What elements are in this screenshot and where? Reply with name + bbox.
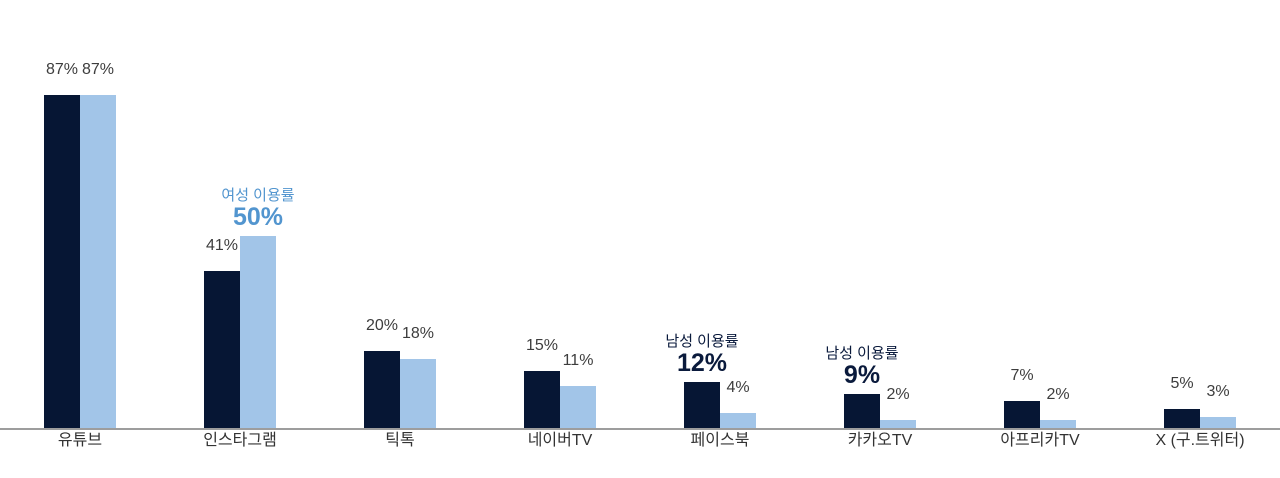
bar-female-2 xyxy=(240,236,276,428)
value-label-male-4: 15% xyxy=(525,337,559,354)
annotation-value: 12% xyxy=(676,349,728,377)
bar-female-8 xyxy=(1200,417,1236,428)
category-label-2: 인스타그램 xyxy=(203,432,277,449)
annotation-value: 9% xyxy=(843,361,881,389)
annotation-male-usage-5: 남성 이용률 12% xyxy=(665,333,739,377)
annotation-series-label: 남성 이용률 xyxy=(665,333,739,350)
bar-female-1 xyxy=(80,95,116,428)
bar-male-4 xyxy=(524,371,560,428)
value-label-female-3: 18% xyxy=(401,325,435,342)
annotation-male-usage-6: 남성 이용률 9% xyxy=(825,345,899,389)
bar-male-5 xyxy=(684,382,720,428)
bar-female-4 xyxy=(560,386,596,428)
bar-male-8 xyxy=(1164,409,1200,428)
value-label-male-2: 41% xyxy=(205,237,239,254)
category-label-4: 네이버TV xyxy=(527,432,593,449)
x-axis-line xyxy=(0,428,1280,430)
value-label-male-1: 87% xyxy=(45,61,79,78)
bar-male-7 xyxy=(1004,401,1040,428)
category-label-8: X (구.트위터) xyxy=(1155,432,1245,449)
bar-male-6 xyxy=(844,394,880,428)
bar-male-1 xyxy=(44,95,80,428)
annotation-series-label: 남성 이용률 xyxy=(825,345,899,362)
value-label-female-1: 87% xyxy=(81,61,115,78)
bar-female-7 xyxy=(1040,420,1076,428)
value-label-male-3: 20% xyxy=(365,317,399,334)
value-label-female-6: 2% xyxy=(886,386,910,403)
annotation-female-usage-2: 여성 이용률 50% xyxy=(221,187,295,231)
bar-male-2 xyxy=(204,271,240,428)
value-label-female-5: 4% xyxy=(726,379,750,396)
category-label-7: 아프리카TV xyxy=(1000,432,1080,449)
bar-female-3 xyxy=(400,359,436,428)
category-label-5: 페이스북 xyxy=(690,432,750,449)
category-label-3: 틱톡 xyxy=(385,432,415,449)
bar-female-5 xyxy=(720,413,756,428)
annotation-value: 50% xyxy=(232,203,284,231)
value-label-female-8: 3% xyxy=(1206,383,1230,400)
value-label-male-7: 7% xyxy=(1010,367,1034,384)
category-label-1: 유튜브 xyxy=(57,432,103,449)
bar-male-3 xyxy=(364,351,400,428)
value-label-male-8: 5% xyxy=(1170,375,1194,392)
annotation-series-label: 여성 이용률 xyxy=(221,187,295,204)
bar-female-6 xyxy=(880,420,916,428)
value-label-female-4: 11% xyxy=(562,352,594,369)
value-label-female-7: 2% xyxy=(1046,386,1070,403)
category-label-6: 카카오TV xyxy=(847,432,913,449)
